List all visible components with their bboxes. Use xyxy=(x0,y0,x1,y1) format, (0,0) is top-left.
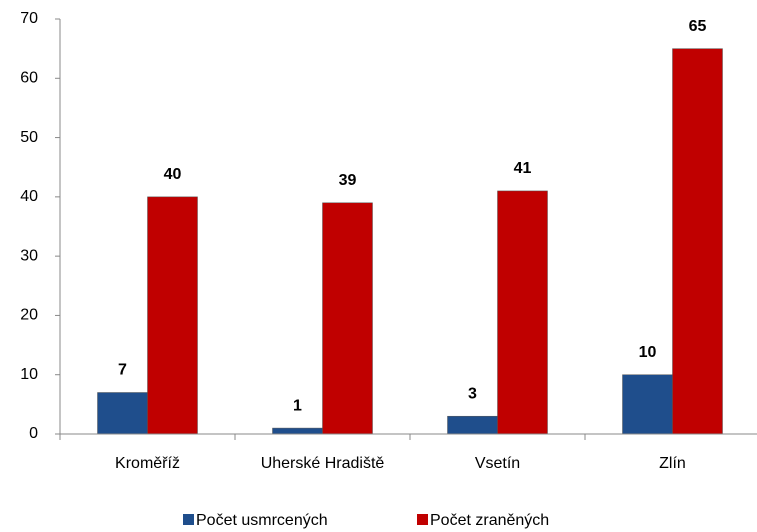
legend-label: Počet zraněných xyxy=(430,512,549,529)
legend-swatch xyxy=(183,514,194,525)
value-label: 65 xyxy=(689,18,707,35)
x-tick-label: Kroměříž xyxy=(115,455,180,472)
y-tick-label: 50 xyxy=(20,129,38,146)
bar xyxy=(147,196,198,435)
bar xyxy=(447,415,498,435)
value-label: 40 xyxy=(164,166,182,183)
bar xyxy=(497,190,548,435)
bar xyxy=(97,392,148,435)
bar xyxy=(672,48,723,435)
y-tick-label: 10 xyxy=(20,366,38,383)
y-tick-label: 60 xyxy=(20,70,38,87)
bar xyxy=(322,202,373,435)
value-label: 1 xyxy=(293,397,302,414)
y-tick-label: 20 xyxy=(20,307,38,324)
x-tick-label: Vsetín xyxy=(475,455,520,472)
y-tick-label: 30 xyxy=(20,247,38,264)
bar xyxy=(622,374,673,435)
value-label: 39 xyxy=(339,172,357,189)
legend-swatch xyxy=(417,514,428,525)
value-label: 7 xyxy=(118,362,127,379)
value-label: 10 xyxy=(639,344,657,361)
value-label: 41 xyxy=(514,160,532,177)
y-tick-label: 70 xyxy=(20,10,38,27)
bar xyxy=(272,427,323,435)
value-label: 3 xyxy=(468,385,477,402)
x-tick-label: Uherské Hradiště xyxy=(261,455,385,472)
y-tick-label: 0 xyxy=(29,425,38,442)
legend-label: Počet usmrcených xyxy=(196,512,328,529)
x-tick-label: Zlín xyxy=(659,455,686,472)
y-tick-label: 40 xyxy=(20,188,38,205)
